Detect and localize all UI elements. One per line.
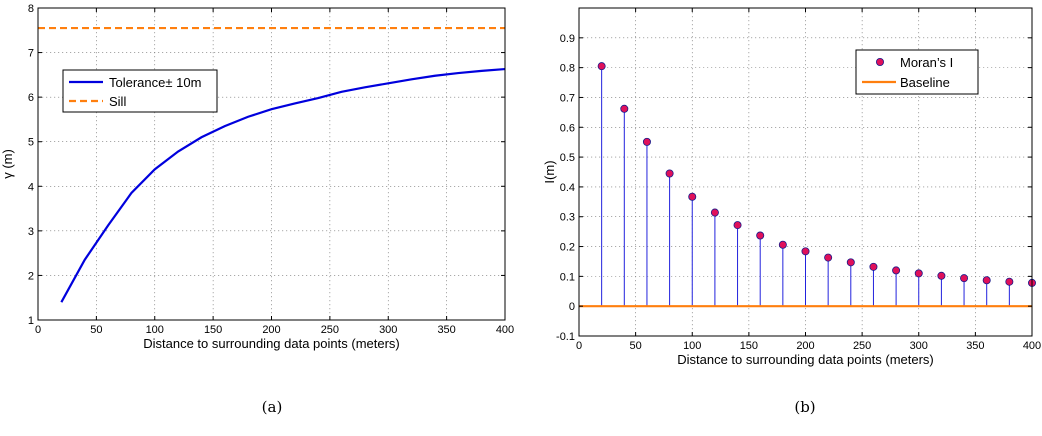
x-tick-label: 350	[437, 324, 455, 336]
y-tick-label: 0.7	[560, 92, 575, 104]
moran-point	[688, 192, 697, 201]
moran-point	[960, 274, 969, 283]
y-tick-label: 0.2	[560, 242, 575, 254]
moran-point	[733, 221, 742, 230]
y-tick-label: 0.5	[560, 152, 575, 164]
x-tick-label: 300	[910, 340, 928, 352]
tolerance-line	[60, 67, 506, 303]
y-tick-label: 1	[28, 315, 34, 327]
moran-point	[869, 262, 878, 271]
y-tick-label: 4	[28, 181, 34, 193]
y-tick-label: 0.8	[560, 63, 575, 75]
x-tick-label: 0	[576, 340, 582, 352]
panel-caption: (b)	[794, 398, 815, 416]
x-axis-label: Distance to surrounding data points (met…	[143, 336, 400, 351]
y-tick-label: 0	[569, 301, 575, 313]
moran-point	[914, 269, 923, 278]
x-tick-label: 200	[796, 340, 814, 352]
y-tick-label: 7	[28, 48, 34, 60]
x-tick-label: 0	[35, 324, 41, 336]
y-tick-label: 2	[28, 270, 34, 282]
moran-point	[801, 247, 810, 256]
legend-box	[62, 69, 218, 113]
moran-point	[710, 208, 719, 217]
legend-label-sill: Sill	[109, 94, 126, 109]
y-tick-label: -0.1	[556, 331, 575, 343]
x-tick-label: 400	[1023, 340, 1041, 352]
y-tick-label: 0.6	[560, 122, 575, 134]
x-tick-label: 50	[630, 340, 642, 352]
x-tick-label: 350	[966, 340, 984, 352]
moran-point	[982, 276, 991, 285]
x-tick-label: 150	[740, 340, 758, 352]
legend: Tolerance± 10m Sill	[62, 69, 218, 113]
legend: Moran’s I Baseline	[855, 49, 979, 95]
x-tick-label: 400	[496, 324, 514, 336]
x-tick-label: 100	[683, 340, 701, 352]
moran-point	[642, 137, 651, 146]
y-tick-label: 3	[28, 226, 34, 238]
moran-point	[1005, 277, 1014, 286]
x-tick-label: 150	[204, 324, 222, 336]
x-tick-label: 100	[146, 324, 164, 336]
y-tick-label: 0.9	[560, 33, 575, 45]
moran-point	[665, 169, 674, 178]
moran-point	[778, 240, 787, 249]
x-tick-label: 300	[379, 324, 397, 336]
moran-point	[892, 266, 901, 275]
moran-point	[846, 258, 855, 267]
x-axis-label: Distance to surrounding data points (met…	[677, 352, 934, 367]
moran-point	[756, 231, 765, 240]
y-tick-label: 8	[28, 3, 34, 15]
legend-label-baseline: Baseline	[900, 75, 950, 90]
panel-caption: (a)	[262, 398, 283, 416]
legend-box	[855, 49, 979, 95]
x-tick-label: 250	[321, 324, 339, 336]
panel-b-stem-chart: 0 50 100 150 200 250 300 350 400-0.100.10.20.30.…	[542, 7, 1041, 416]
y-tick-label: 0.1	[560, 271, 575, 283]
x-tick-label: 200	[262, 324, 280, 336]
x-tick-label: 250	[853, 340, 871, 352]
y-tick-label: 5	[28, 137, 34, 149]
moran-point	[824, 253, 833, 262]
moran-point	[620, 104, 629, 113]
moran-point	[937, 271, 946, 280]
y-tick-label: 0.3	[560, 212, 575, 224]
y-axis-label: I(m)	[542, 160, 557, 183]
legend-swatch-moran	[876, 58, 885, 67]
x-tick-label: 50	[90, 324, 102, 336]
y-tick-label: 0.4	[560, 182, 575, 194]
moran-point	[597, 62, 606, 71]
y-tick-label: 6	[28, 92, 34, 104]
legend-label-moran: Moran’s I	[900, 55, 953, 70]
panel-a-line-chart: 0 50 100 150 200 250 300 350 400 1 2 3 4 5 6 7 8 Distance…	[0, 3, 514, 416]
legend-label-tolerance: Tolerance± 10m	[109, 75, 201, 90]
y-axis-label: γ (m)	[0, 149, 15, 179]
